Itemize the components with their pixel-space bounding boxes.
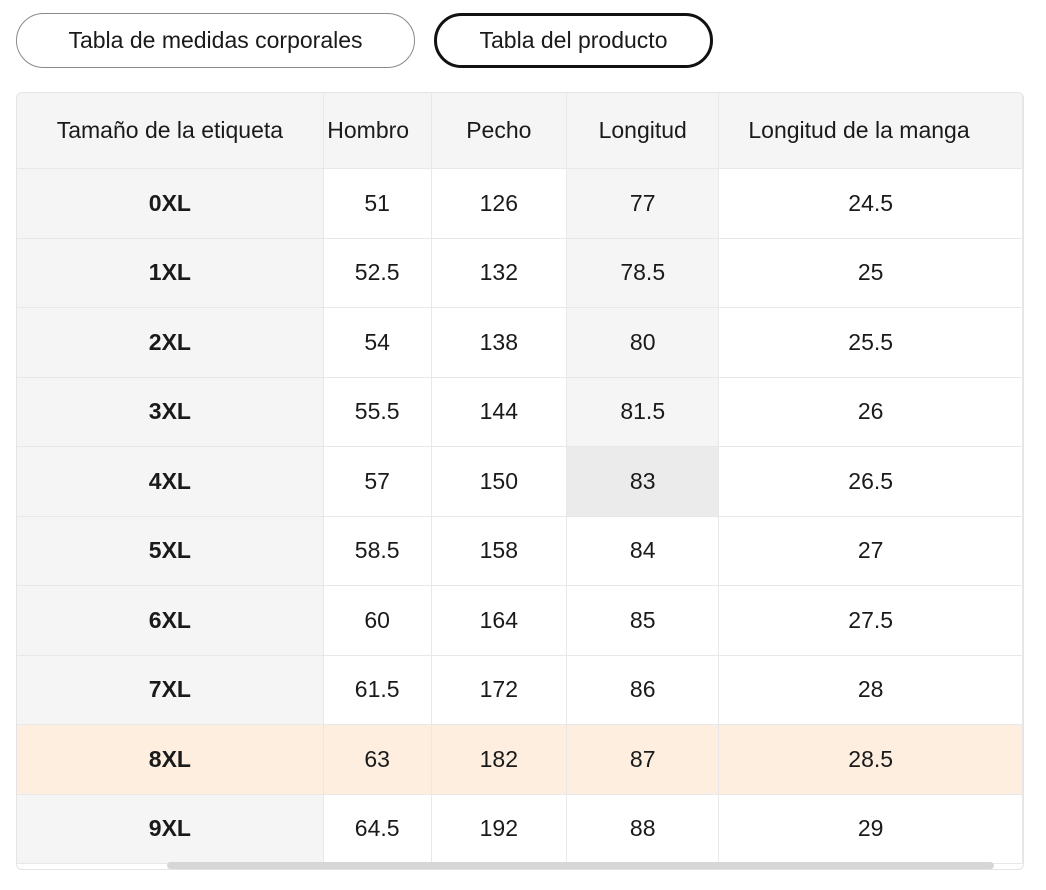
table-row: 4XL 57 150 83 26.5: [17, 446, 1023, 517]
table-row: 6XL 60 164 85 27.5: [17, 585, 1023, 656]
table-row: 1XL 52.5 132 78.5 25: [17, 238, 1023, 308]
size-label-cell: 9XL: [17, 794, 324, 864]
chest-cell: 126: [431, 168, 568, 239]
shoulder-cell: 52.5: [323, 238, 432, 308]
shoulder-cell: 63: [323, 724, 432, 795]
length-cell: 88: [566, 794, 720, 864]
size-label-cell: 5XL: [17, 516, 324, 586]
chest-cell: 138: [431, 307, 568, 378]
length-cell: 84: [566, 516, 720, 586]
shoulder-cell: 60: [323, 585, 432, 656]
shoulder-cell: 64.5: [323, 794, 432, 864]
shoulder-cell: 58.5: [323, 516, 432, 586]
shoulder-cell: 61.5: [323, 655, 432, 725]
size-label-cell: 6XL: [17, 585, 324, 656]
sleeve-length-cell: 29: [718, 794, 1023, 864]
length-cell: 77: [566, 168, 720, 239]
sleeve-length-cell: 26: [718, 377, 1023, 447]
size-label-cell: 2XL: [17, 307, 324, 378]
sleeve-length-cell: 27.5: [718, 585, 1023, 656]
length-cell: 87: [566, 724, 720, 795]
shoulder-cell: 57: [323, 446, 432, 517]
table-row: 5XL 58.5 158 84 27: [17, 516, 1023, 586]
chest-cell: 144: [431, 377, 568, 447]
horizontal-scrollbar[interactable]: [167, 862, 994, 869]
header-chest: Pecho: [431, 93, 568, 169]
table-row: 2XL 54 138 80 25.5: [17, 307, 1023, 378]
table-row-highlighted: 8XL 63 182 87 28.5: [17, 724, 1023, 795]
sleeve-length-cell: 25.5: [718, 307, 1023, 378]
tab-product-measurements[interactable]: Tabla del producto: [434, 13, 713, 68]
table-row: 3XL 55.5 144 81.5 26: [17, 377, 1023, 447]
header-label-size: Tamaño de la etiqueta: [17, 93, 324, 169]
sleeve-length-cell: 28.5: [718, 724, 1023, 795]
length-cell: 81.5: [566, 377, 720, 447]
size-label-cell: 1XL: [17, 238, 324, 308]
chest-cell: 132: [431, 238, 568, 308]
sleeve-length-cell: 26.5: [718, 446, 1023, 517]
sleeve-length-cell: 28: [718, 655, 1023, 725]
length-cell: 83: [566, 446, 720, 517]
chest-cell: 182: [431, 724, 568, 795]
chest-cell: 158: [431, 516, 568, 586]
sleeve-length-cell: 25: [718, 238, 1023, 308]
length-cell: 80: [566, 307, 720, 378]
size-table-container[interactable]: Tamaño de la etiqueta Hombro Pecho Longi…: [16, 92, 1024, 870]
header-shoulder: Hombro: [323, 93, 432, 169]
length-cell: 78.5: [566, 238, 720, 308]
table-row: 7XL 61.5 172 86 28: [17, 655, 1023, 725]
shoulder-cell: 51: [323, 168, 432, 239]
tab-body-measurements[interactable]: Tabla de medidas corporales: [16, 13, 415, 68]
header-length: Longitud: [566, 93, 720, 169]
chest-cell: 150: [431, 446, 568, 517]
chest-cell: 172: [431, 655, 568, 725]
table-row: 9XL 64.5 192 88 29: [17, 794, 1023, 864]
size-label-cell: 4XL: [17, 446, 324, 517]
size-label-cell: 8XL: [17, 724, 324, 795]
table-row: 0XL 51 126 77 24.5: [17, 168, 1023, 239]
sleeve-length-cell: 24.5: [718, 168, 1023, 239]
size-label-cell: 3XL: [17, 377, 324, 447]
shoulder-cell: 55.5: [323, 377, 432, 447]
table-header-row: Tamaño de la etiqueta Hombro Pecho Longi…: [17, 93, 1023, 169]
chest-cell: 164: [431, 585, 568, 656]
header-sleeve-length: Longitud de la manga: [718, 93, 1023, 169]
length-cell: 86: [566, 655, 720, 725]
size-table: Tamaño de la etiqueta Hombro Pecho Longi…: [17, 93, 1023, 864]
chest-cell: 192: [431, 794, 568, 864]
length-cell: 85: [566, 585, 720, 656]
size-chart-tabs: Tabla de medidas corporales Tabla del pr…: [16, 13, 713, 68]
sleeve-length-cell: 27: [718, 516, 1023, 586]
size-label-cell: 0XL: [17, 168, 324, 239]
size-label-cell: 7XL: [17, 655, 324, 725]
shoulder-cell: 54: [323, 307, 432, 378]
